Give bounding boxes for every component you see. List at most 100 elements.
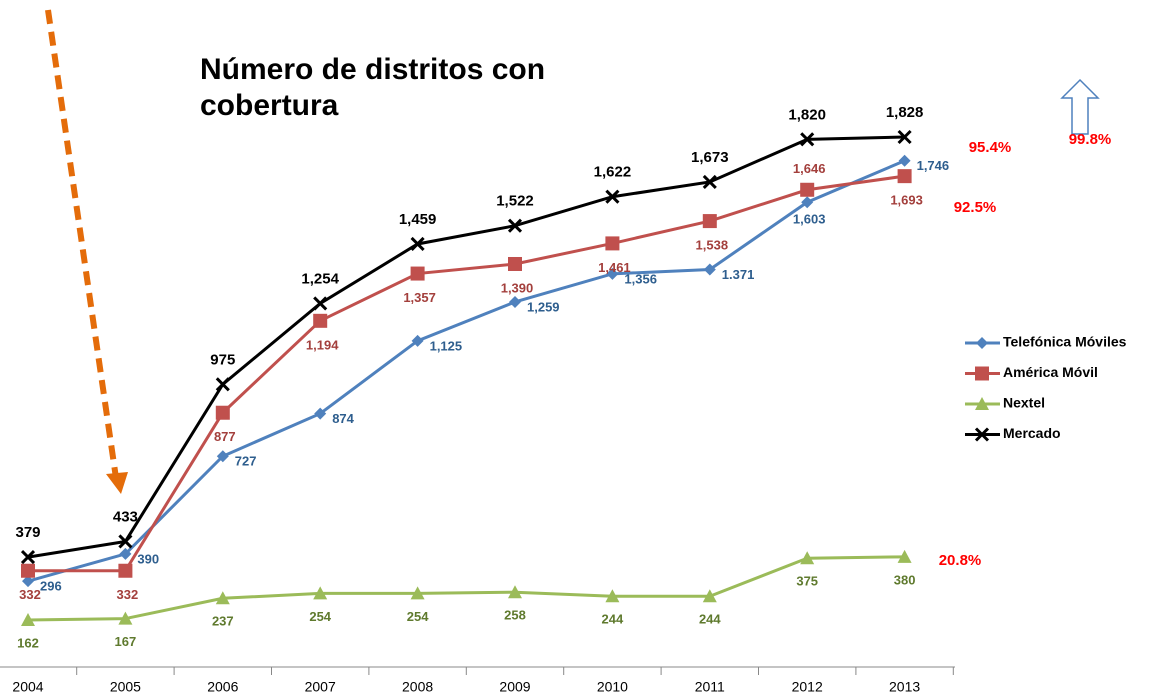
marker [605, 589, 620, 603]
x-tick-label: 2011 [695, 679, 725, 695]
marker [21, 563, 35, 578]
marker [215, 405, 230, 420]
marker [800, 551, 815, 565]
data-label: 332 [117, 587, 139, 602]
data-label: 1,828 [886, 104, 924, 121]
data-label: 874 [332, 411, 354, 426]
annotation-arrow [45, 9, 119, 479]
marker [897, 549, 912, 563]
data-label: 379 [15, 524, 40, 541]
data-label: 390 [137, 551, 159, 566]
data-label: 237 [212, 614, 234, 629]
data-label: 1.371 [722, 267, 755, 282]
marker [605, 189, 620, 204]
marker [507, 218, 523, 233]
data-label: 1,538 [696, 238, 729, 253]
data-label: 1,125 [430, 338, 463, 353]
marker [702, 589, 717, 603]
marker [897, 169, 912, 184]
marker [898, 154, 911, 167]
marker [800, 132, 815, 147]
data-label: 433 [113, 508, 138, 525]
legend-label: Nextel [1003, 395, 1045, 411]
data-label: 1,356 [624, 271, 657, 286]
data-label: 877 [214, 429, 236, 444]
marker [606, 267, 619, 280]
annotation: 20.8% [939, 552, 982, 569]
marker [605, 236, 620, 251]
data-label: 975 [210, 351, 235, 368]
marker [410, 266, 425, 281]
marker [702, 214, 717, 229]
legend-label: Mercado [1003, 425, 1061, 441]
data-label: 1,194 [306, 337, 339, 352]
series-line [27, 159, 906, 583]
data-label: 1,459 [399, 211, 437, 228]
data-label: 296 [40, 579, 62, 594]
data-label: 167 [115, 634, 137, 649]
marker [508, 585, 522, 599]
data-label: 244 [602, 612, 624, 627]
data-label: 1,259 [527, 299, 560, 314]
data-label: 1,673 [691, 149, 729, 166]
marker [703, 263, 716, 276]
data-label: 162 [17, 635, 39, 650]
marker [410, 236, 425, 252]
x-tick-label: 2009 [499, 679, 530, 695]
annotation: 99.8% [1069, 131, 1112, 148]
marker [410, 586, 425, 600]
legend-label: Telefónica Móviles [1003, 334, 1127, 350]
marker [313, 586, 328, 600]
data-label: 375 [796, 574, 818, 589]
marker [801, 196, 814, 209]
series-line [27, 555, 905, 622]
data-label: 1,603 [793, 212, 826, 227]
marker [118, 563, 133, 578]
x-tick-label: 2005 [110, 679, 141, 695]
x-tick-label: 2010 [597, 679, 628, 695]
marker [215, 591, 230, 605]
marker [314, 407, 327, 420]
marker [976, 337, 988, 349]
marker [118, 534, 133, 549]
x-tick-label: 2013 [889, 679, 920, 695]
data-label: 727 [235, 454, 257, 469]
marker [216, 450, 229, 463]
x-tick-label: 2004 [12, 679, 43, 695]
data-label: 258 [504, 608, 526, 623]
marker [508, 256, 522, 271]
data-label: 1,746 [917, 158, 950, 173]
data-label: 1,254 [301, 270, 339, 287]
x-tick-label: 2012 [792, 679, 823, 695]
marker [974, 427, 990, 442]
up-arrow [1060, 78, 1100, 135]
x-tick-label: 2006 [207, 679, 238, 695]
data-label: 1,646 [793, 161, 826, 176]
marker [897, 129, 912, 145]
marker [975, 397, 989, 410]
data-label: 332 [19, 587, 41, 602]
annotation-arrowhead [106, 472, 128, 494]
series-line [28, 174, 905, 573]
marker [800, 182, 815, 197]
data-label: 254 [309, 609, 331, 624]
data-label: 380 [894, 572, 916, 587]
marker [411, 334, 424, 347]
data-label: 1,622 [594, 164, 632, 181]
marker [118, 611, 133, 625]
marker [975, 366, 989, 381]
marker [702, 174, 717, 190]
annotation: 95.4% [969, 139, 1012, 156]
chart-title: Número de distritos con cobertura [200, 53, 546, 122]
series-line [27, 135, 905, 559]
data-label: 1,390 [501, 280, 534, 295]
legend-label: América Móvil [1003, 364, 1098, 380]
x-tick-label: 2008 [402, 679, 433, 695]
x-tick-label: 2007 [305, 679, 336, 695]
data-label: 254 [407, 609, 429, 624]
marker [20, 550, 36, 565]
data-label: 1,820 [788, 106, 826, 123]
marker [313, 296, 328, 311]
